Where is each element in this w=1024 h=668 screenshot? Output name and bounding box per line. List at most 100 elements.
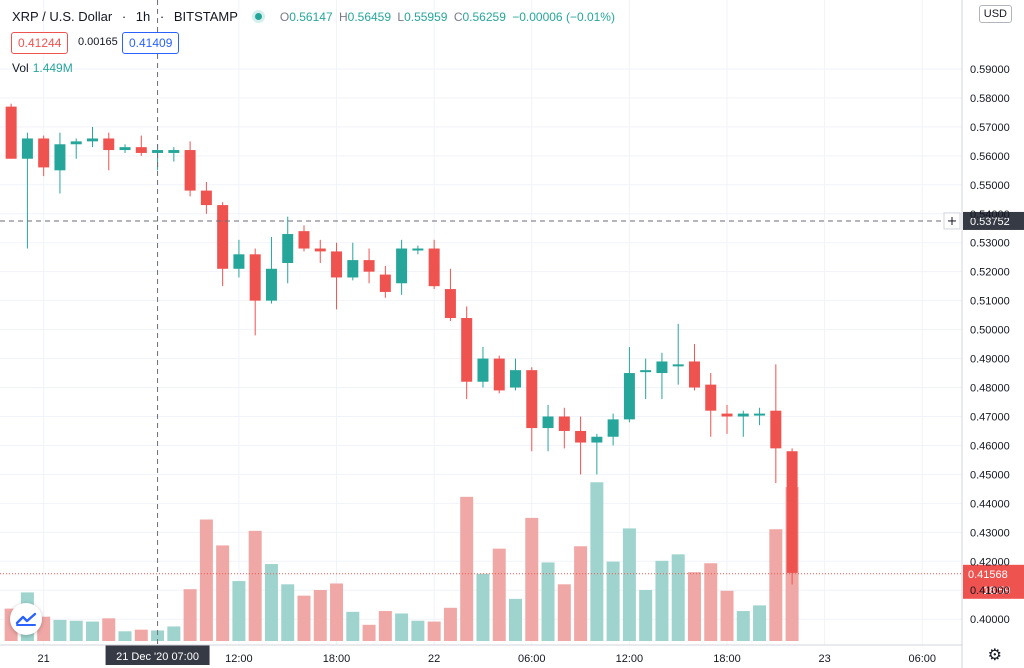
interval-label: 1h — [135, 9, 151, 24]
y-tick-label: 0.47000 — [970, 411, 1010, 423]
y-tick-label: 0.56000 — [970, 151, 1010, 163]
volume-bar — [720, 590, 734, 641]
candle-body — [135, 147, 147, 153]
market-status-dot-icon — [255, 13, 263, 20]
high-value: 0.56459 — [347, 10, 392, 24]
candle-body — [786, 451, 798, 573]
volume-bar — [167, 626, 181, 641]
volume-bar — [590, 482, 604, 641]
candle-body — [412, 248, 424, 251]
candle-body — [688, 361, 700, 388]
y-tick-label: 0.46000 — [970, 440, 1010, 452]
x-tick-label: 18:00 — [323, 653, 351, 665]
candle-body — [396, 248, 408, 284]
settings-gear-icon[interactable]: ⚙ — [987, 647, 1002, 664]
candle-body — [200, 190, 212, 206]
currency-button[interactable]: USD — [978, 5, 1012, 23]
candle-body — [298, 231, 310, 249]
candle-body — [363, 260, 375, 272]
volume-bar — [753, 605, 767, 641]
candle-body — [217, 205, 229, 269]
volume-bar — [574, 546, 588, 641]
volume-bar — [704, 563, 718, 641]
volume-bar — [232, 581, 246, 641]
volume-label: Vol — [12, 61, 29, 75]
open-value: 0.56147 — [289, 10, 333, 24]
y-tick-label: 0.40000 — [970, 614, 1010, 626]
volume-bar — [151, 630, 165, 641]
y-tick-label: 0.55000 — [970, 180, 1010, 192]
candle-body — [86, 138, 98, 142]
y-tick-label: 0.41000 — [970, 585, 1010, 597]
candle-body — [428, 248, 440, 287]
candle-body — [461, 318, 473, 382]
x-tick-label: 12:00 — [225, 653, 253, 665]
change-value: −0.00006 (−0.01%) — [512, 10, 615, 24]
candle-body — [770, 410, 782, 449]
volume-legend: Vol 1.449M — [12, 61, 73, 75]
volume-bar — [622, 528, 636, 641]
y-tick-label: 0.59000 — [970, 64, 1010, 76]
y-tick-label: 0.58000 — [970, 93, 1010, 105]
candle-body — [510, 370, 522, 388]
candle-body — [477, 358, 489, 382]
x-tick-label: 18:00 — [713, 653, 741, 665]
y-tick-label: 0.45000 — [970, 469, 1010, 481]
candle-body — [331, 251, 343, 278]
volume-bar — [541, 562, 555, 641]
y-tick-label: 0.51000 — [970, 296, 1010, 308]
volume-bar — [134, 629, 148, 641]
tradingview-logo-icon[interactable] — [10, 603, 42, 635]
volume-bar — [69, 620, 83, 641]
candle-body — [737, 413, 749, 417]
last-price-box — [963, 564, 1024, 599]
candle-body — [542, 416, 554, 429]
volume-bar — [85, 621, 99, 641]
volume-bar — [492, 548, 506, 641]
candle-body — [282, 234, 294, 263]
crosshair-price-box — [963, 211, 1024, 230]
volume-bar — [427, 621, 441, 641]
volume-bar — [687, 572, 701, 641]
volume-bar — [378, 611, 392, 641]
volume-bar — [281, 584, 295, 641]
volume-bar — [183, 589, 197, 641]
y-tick-label: 0.49000 — [970, 354, 1010, 366]
spread-value: 0.00165 — [78, 36, 118, 48]
candle-body — [21, 138, 33, 159]
candle-body — [233, 254, 245, 269]
candlesticks — [5, 103, 798, 585]
volume-bar — [411, 620, 425, 641]
volume-bar — [248, 530, 262, 641]
volume-bar — [509, 598, 523, 641]
volume-value: 1.449M — [32, 61, 73, 75]
symbol-name: XRP / U.S. Dollar — [12, 9, 113, 24]
low-value: 0.55959 — [404, 10, 448, 24]
ohlc-values: O0.56147 H0.56459 L0.55959 C0.56259 −0.0… — [279, 10, 615, 24]
sell-price-button[interactable]: 0.41244 — [11, 32, 69, 54]
candle-body — [38, 138, 50, 168]
candle-body — [526, 370, 538, 429]
candle-body — [152, 150, 164, 153]
volume-bar — [346, 611, 360, 641]
x-tick-label: 06:00 — [908, 653, 936, 665]
volume-bar — [53, 619, 67, 641]
candle-body — [379, 274, 391, 292]
x-tick-label: 21 — [38, 653, 50, 665]
buy-price-button[interactable]: 0.41409 — [122, 32, 180, 54]
close-value: 0.56259 — [462, 10, 506, 24]
exchange-label: BITSTAMP — [173, 9, 238, 24]
last-price-label: 0.41568 — [968, 569, 1008, 581]
y-tick-label: 0.52000 — [970, 267, 1010, 279]
candle-body — [591, 436, 603, 443]
volume-bar — [525, 517, 539, 641]
volume-bar — [118, 631, 132, 641]
candle-body — [184, 150, 196, 191]
x-tick-label: 06:00 — [518, 653, 546, 665]
candle-body — [721, 413, 733, 417]
volume-bar — [769, 529, 783, 641]
symbol-legend: XRP / U.S. Dollar · 1h · BITSTAMP O0.561… — [12, 9, 618, 24]
